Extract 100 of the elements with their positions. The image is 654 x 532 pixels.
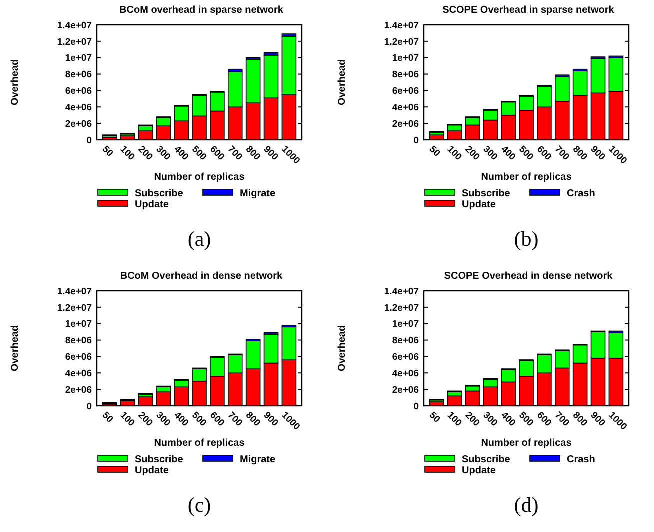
- y-tick-label: 2e+06: [65, 118, 92, 130]
- y-tick-label: 1e+07: [65, 319, 92, 330]
- text: (d): [514, 493, 539, 517]
- x-tick-label: 700: [552, 144, 572, 164]
- text: (c): [188, 493, 212, 517]
- text: (b): [514, 227, 539, 251]
- y-tick-label: 1.4e+07: [384, 286, 419, 298]
- y-tick-label: 2e+06: [392, 384, 419, 396]
- x-tick-label: 800: [244, 144, 262, 164]
- legend-label: Subscribe: [462, 188, 511, 200]
- x-tick-label: 800: [570, 144, 590, 164]
- x-tick-label: 200: [462, 410, 482, 430]
- x-tick-label: 50: [426, 144, 442, 160]
- x-tick-label: 200: [136, 410, 155, 430]
- legend-label: Migrate: [240, 454, 276, 466]
- x-axis-title: Number of replicas: [154, 172, 246, 183]
- y-tick-label: 1e+07: [392, 53, 419, 64]
- y-tick-label: 6e+06: [65, 86, 92, 98]
- x-tick-label: 400: [172, 410, 191, 430]
- x-tick-label: 900: [261, 144, 280, 164]
- x-tick-label: 600: [534, 144, 554, 164]
- x-tick-label: 200: [462, 144, 482, 164]
- legend-label: Migrate: [240, 188, 276, 200]
- y-tick-label: 1.4e+07: [384, 20, 419, 32]
- x-tick-label: 100: [444, 410, 464, 430]
- legend-label: Update: [135, 466, 170, 476]
- legend-label: Update: [462, 466, 496, 476]
- x-tick-label: 600: [208, 144, 227, 164]
- x-tick-label: 50: [100, 410, 116, 426]
- x-tick-label: 900: [588, 410, 608, 430]
- y-tick-label: 2e+06: [65, 384, 92, 396]
- legend-label: Update: [135, 200, 170, 210]
- x-tick-label: 400: [172, 144, 191, 164]
- x-tick-label: 700: [552, 410, 572, 430]
- y-tick-label: 8e+06: [65, 336, 92, 347]
- y-tick-label: 0: [86, 135, 92, 146]
- y-tick-label: 4e+06: [65, 368, 92, 380]
- x-tick-label: 600: [208, 410, 227, 430]
- y-tick-label: 1.4e+07: [57, 20, 92, 32]
- y-tick-label: 1.2e+07: [57, 36, 92, 48]
- x-tick-label: 800: [244, 410, 262, 430]
- x-tick-label: 500: [190, 144, 209, 164]
- y-tick-label: 1.4e+07: [57, 286, 92, 298]
- chart-title: BCoM Overhead in dense network: [120, 271, 284, 282]
- y-axis-title: Overhead: [337, 325, 348, 372]
- x-tick-label: 300: [154, 144, 173, 164]
- legend-label: Update: [462, 200, 496, 210]
- y-tick-label: 0: [414, 135, 419, 146]
- x-tick-label: 600: [534, 410, 554, 430]
- y-tick-label: 1e+07: [392, 319, 419, 330]
- x-tick-label: 900: [588, 144, 608, 164]
- y-axis-title: Overhead: [337, 59, 348, 106]
- chart-title: BCoM overhead in sparse network: [120, 5, 284, 16]
- y-axis-title: Overhead: [10, 325, 21, 372]
- text: (a): [188, 227, 212, 251]
- x-tick-label: 500: [516, 410, 536, 430]
- y-tick-label: 1.2e+07: [384, 36, 419, 48]
- legend-label: Subscribe: [462, 454, 511, 466]
- x-tick-label: 100: [118, 144, 137, 164]
- x-tick-label: 700: [226, 410, 245, 430]
- x-axis-title: Number of replicas: [154, 438, 246, 449]
- x-tick-label: 400: [498, 144, 518, 164]
- legend-label: Crash: [567, 188, 596, 200]
- x-axis-title: Number of replicas: [481, 172, 572, 183]
- legend-label: Crash: [567, 454, 596, 466]
- x-tick-label: 300: [480, 410, 500, 430]
- y-tick-label: 8e+06: [392, 70, 419, 81]
- x-tick-label: 200: [136, 144, 155, 164]
- x-tick-label: 300: [480, 144, 500, 164]
- y-tick-label: 6e+06: [65, 352, 92, 364]
- y-tick-label: 1e+07: [65, 53, 92, 64]
- x-tick-label: 100: [118, 410, 137, 430]
- x-axis-title: Number of replicas: [481, 438, 572, 449]
- y-tick-label: 8e+06: [392, 336, 419, 347]
- y-tick-label: 6e+06: [392, 86, 419, 98]
- legend-label: Subscribe: [135, 454, 184, 466]
- y-tick-label: 4e+06: [392, 102, 419, 114]
- x-tick-label: 400: [498, 410, 518, 430]
- y-tick-label: 4e+06: [392, 368, 419, 380]
- x-tick-label: 50: [100, 144, 116, 160]
- chart-title: SCOPE Overhead in sparse network: [442, 5, 615, 16]
- x-tick-label: 100: [444, 144, 464, 164]
- y-tick-label: 8e+06: [65, 70, 92, 81]
- y-tick-label: 0: [414, 401, 419, 412]
- legend-label: Subscribe: [135, 188, 184, 200]
- y-tick-label: 4e+06: [65, 102, 92, 114]
- y-axis-title: Overhead: [10, 59, 21, 106]
- y-tick-label: 1.2e+07: [384, 302, 419, 314]
- y-tick-label: 0: [86, 401, 92, 412]
- x-tick-label: 500: [516, 144, 536, 164]
- x-tick-label: 300: [154, 410, 173, 430]
- x-tick-label: 500: [190, 410, 209, 430]
- y-tick-label: 1.2e+07: [57, 302, 92, 314]
- y-tick-label: 2e+06: [392, 118, 419, 130]
- x-tick-label: 800: [570, 410, 590, 430]
- chart-title: SCOPE Overhead in dense network: [444, 271, 614, 282]
- x-tick-label: 50: [426, 410, 442, 426]
- x-tick-label: 700: [226, 144, 245, 164]
- x-tick-label: 900: [261, 410, 280, 430]
- y-tick-label: 6e+06: [392, 352, 419, 364]
